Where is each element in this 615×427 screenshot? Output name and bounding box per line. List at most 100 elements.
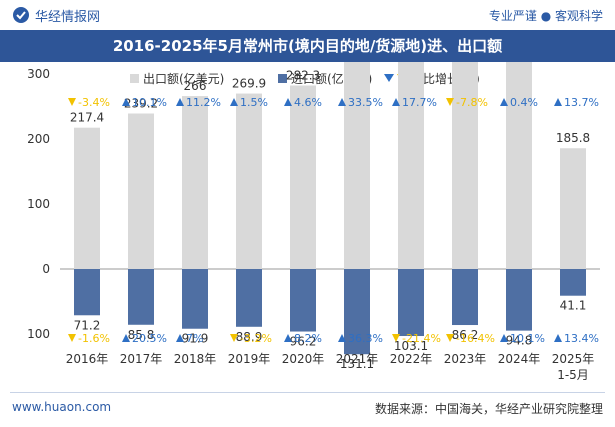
import-growth-down-triangle-icon	[392, 334, 400, 342]
y-tick-label: 100	[27, 197, 50, 211]
export-growth-label: 11.2%	[186, 96, 221, 109]
import-growth-up-triangle-icon	[554, 334, 562, 342]
category-label: 2021年	[336, 352, 379, 366]
export-value-label: 269.9	[232, 77, 266, 91]
import-growth-up-triangle-icon	[284, 334, 292, 342]
import-growth-label: 7%	[186, 332, 203, 345]
export-growth-label: -7.8%	[456, 96, 488, 109]
category-label: 2025年	[552, 352, 595, 366]
export-growth-label: 17.7%	[402, 96, 437, 109]
category-label: 2018年	[174, 352, 217, 366]
export-growth-up-triangle-icon	[122, 98, 130, 106]
import-growth-down-triangle-icon	[446, 334, 454, 342]
export-growth-up-triangle-icon	[392, 98, 400, 106]
import-growth-up-triangle-icon	[122, 334, 130, 342]
import-value-label: 85.8	[128, 328, 155, 342]
export-growth-label: 0.4%	[510, 96, 538, 109]
import-growth-down-triangle-icon	[68, 334, 76, 342]
chart-title: 2016-2025年5月常州市(境内目的地/货源地)进、出口额	[112, 37, 503, 55]
category-label: 2019年	[228, 352, 271, 366]
export-growth-up-triangle-icon	[284, 98, 292, 106]
import-value-label: 71.2	[74, 318, 101, 332]
export-growth-up-triangle-icon	[338, 98, 346, 106]
export-bar	[344, 62, 370, 269]
brand-name: 华经情报网	[35, 9, 101, 25]
export-bar	[560, 148, 586, 269]
title-bar: 2016-2025年5月常州市(境内目的地/货源地)进、出口额	[0, 30, 615, 62]
export-growth-label: 33.5%	[348, 96, 383, 109]
import-growth-down-triangle-icon	[230, 334, 238, 342]
import-bar	[344, 269, 370, 355]
import-bar	[182, 269, 208, 329]
footer-website[interactable]: www.huaon.com	[12, 400, 112, 414]
import-value-label: 91.9	[182, 332, 209, 346]
category-label: 2024年	[498, 352, 541, 366]
import-growth-label: 13.4%	[564, 332, 599, 345]
category-label: 2020年	[282, 352, 325, 366]
export-bar	[128, 113, 154, 269]
export-growth-down-triangle-icon	[68, 98, 76, 106]
export-value-label: 239.2	[124, 97, 158, 111]
y-tick-label: 300	[27, 67, 50, 81]
import-value-label: 41.1	[560, 299, 587, 313]
export-growth-label: 10.1%	[132, 96, 167, 109]
export-growth-label: -3.4%	[78, 96, 110, 109]
import-bar	[236, 269, 262, 327]
export-growth-up-triangle-icon	[176, 98, 184, 106]
import-growth-label: 36.3%	[348, 332, 383, 345]
y-tick-label: 100	[27, 327, 50, 341]
category-label: 2017年	[120, 352, 163, 366]
export-growth-label: 13.7%	[564, 96, 599, 109]
import-bar	[74, 269, 100, 316]
legend-import-swatch	[278, 74, 287, 83]
export-value-label: 217.4	[70, 111, 104, 125]
export-value-label: 266	[184, 79, 207, 93]
import-growth-up-triangle-icon	[338, 334, 346, 342]
import-growth-label: 10.1%	[510, 332, 545, 345]
import-bar	[560, 269, 586, 296]
category-label-sub: 1-5月	[557, 368, 589, 382]
import-value-label: 96.2	[290, 335, 317, 349]
import-bar	[452, 269, 478, 326]
footer-divider	[10, 392, 605, 393]
header: 华经情报网 专业严谨 ● 客观科学	[0, 0, 615, 30]
import-growth-up-triangle-icon	[176, 334, 184, 342]
import-bar	[128, 269, 154, 325]
import-growth-label: -3.2%	[240, 332, 272, 345]
import-growth-label: -16.4%	[456, 332, 495, 345]
import-bar	[506, 269, 532, 331]
legend-up-triangle-icon	[384, 74, 394, 82]
import-value-label: 94.8	[506, 334, 533, 348]
chart-canvas: 5004003002001000100200出口额(亿美元)进口额(亿美元)同比…	[27, 62, 600, 382]
category-label: 2022年	[390, 352, 433, 366]
footer-source: 数据来源：中国海关，华经产业研究院整理	[374, 402, 603, 416]
export-growth-up-triangle-icon	[500, 98, 508, 106]
import-value-label: 103.1	[394, 339, 428, 353]
category-label: 2023年	[444, 352, 487, 366]
brand-logo-icon	[13, 7, 29, 23]
export-bar	[290, 85, 316, 269]
export-value-label: 185.8	[556, 131, 590, 145]
y-tick-label: 200	[27, 132, 50, 146]
export-bar	[506, 62, 532, 269]
export-growth-label: 1.5%	[240, 96, 268, 109]
legend-export-swatch	[130, 74, 139, 83]
export-bar	[74, 127, 100, 269]
y-tick-label: 0	[42, 262, 50, 276]
import-growth-label: 20.5%	[132, 332, 167, 345]
export-growth-down-triangle-icon	[446, 98, 454, 106]
export-bar	[398, 62, 424, 270]
import-value-label: 131.1	[340, 357, 374, 371]
import-value-label: 88.9	[236, 330, 263, 344]
export-bar	[182, 96, 208, 269]
category-label: 2016年	[66, 352, 109, 366]
export-bar	[236, 93, 262, 269]
tagline: 专业严谨 ● 客观科学	[488, 9, 603, 23]
export-bar	[452, 62, 478, 269]
brand-logo[interactable]: 华经情报网	[12, 6, 101, 25]
export-growth-label: 4.6%	[294, 96, 322, 109]
import-value-label: 86.2	[452, 328, 479, 342]
import-bar	[398, 269, 424, 337]
export-value-label: 282.3	[286, 69, 320, 83]
import-growth-label: 8.2%	[294, 332, 322, 345]
